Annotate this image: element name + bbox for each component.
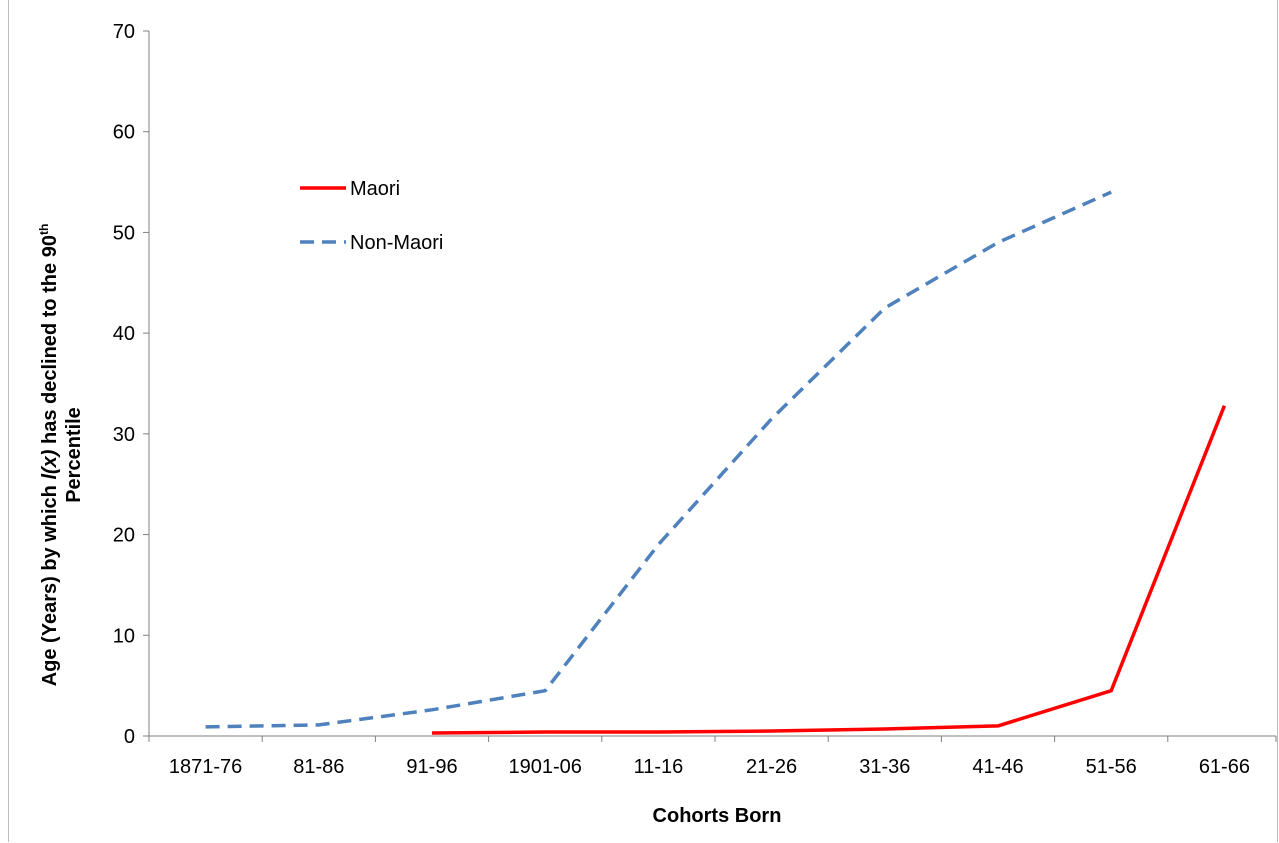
y-tick-label: 0 bbox=[124, 726, 135, 748]
x-tick-label: 51-56 bbox=[1086, 756, 1137, 778]
y-tick-label: 70 bbox=[113, 21, 135, 43]
svg-text:Age (Years) by which l(x) has: Age (Years) by which l(x) has declined t… bbox=[37, 224, 61, 687]
x-tick-label: 1901-06 bbox=[508, 756, 581, 778]
y-axis-title-italic: l(x) bbox=[39, 449, 61, 479]
x-axis-title: Cohorts Born bbox=[653, 805, 782, 827]
series-line-maori bbox=[431, 405, 1227, 735]
series-lines bbox=[205, 190, 1227, 735]
x-ticks: 1871-76 81-86 91-96 1901-06 11-16 21-26 31-36 4… bbox=[148, 736, 1277, 778]
x-tick-label: 41-46 bbox=[972, 756, 1023, 778]
y-ticks: 0 10 20 30 40 50 60 70 bbox=[113, 21, 149, 748]
chart-frame bbox=[8, 0, 1278, 842]
y-tick-label: 20 bbox=[113, 525, 135, 547]
y-tick-label: 60 bbox=[113, 122, 135, 144]
x-tick-label: 61-66 bbox=[1199, 756, 1250, 778]
legend-label-non-maori: Non-Maori bbox=[350, 232, 443, 254]
x-tick-label: 21-26 bbox=[746, 756, 797, 778]
legend: Maori Non-Maori bbox=[300, 178, 443, 254]
y-axis-title-suffix: has declined to the 90 bbox=[39, 235, 61, 450]
y-axis-title-prefix: Age (Years) by which bbox=[39, 480, 61, 687]
y-axis-title-sup: th bbox=[37, 224, 51, 235]
series-line-non-maori bbox=[205, 190, 1112, 729]
y-tick-label: 30 bbox=[113, 424, 135, 446]
y-axis-title-line2: Percentile bbox=[63, 407, 85, 503]
x-tick-label: 31-36 bbox=[859, 756, 910, 778]
x-tick-label: 81-86 bbox=[293, 756, 344, 778]
y-axis-title: Age (Years) by which l(x) has declined t… bbox=[37, 224, 85, 687]
y-tick-label: 50 bbox=[113, 222, 135, 244]
y-axis: 0 10 20 30 40 50 60 70 bbox=[113, 21, 150, 748]
x-tick-label: 1871-76 bbox=[169, 756, 242, 778]
x-tick-label: 91-96 bbox=[406, 756, 457, 778]
x-axis: 1871-76 81-86 91-96 1901-06 11-16 21-26 31-36 4… bbox=[148, 735, 1277, 778]
x-tick-label: 11-16 bbox=[634, 756, 684, 778]
y-tick-label: 40 bbox=[113, 323, 135, 345]
y-tick-label: 10 bbox=[113, 625, 135, 647]
legend-label-maori: Maori bbox=[350, 178, 400, 200]
